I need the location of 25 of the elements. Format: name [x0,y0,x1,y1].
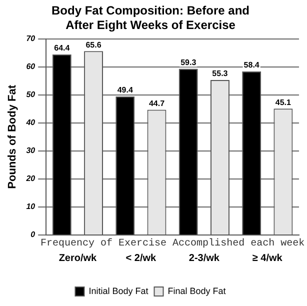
data-label: 45.1 [275,98,292,107]
legend-label: Initial Body Fat [88,286,149,296]
y-axis-title: Pounds of Body Fat [6,84,19,189]
x-tick-label: 2-3/wk [188,252,220,264]
data-label: 49.4 [117,86,134,95]
x-tick-label: Zero/wk [58,252,98,264]
data-label: 44.7 [148,98,166,108]
x-axis-title: Frequency of Exercise Accomplished each week [40,238,305,250]
y-tick-label: 40 [25,118,36,128]
data-label: 59.3 [180,58,197,67]
y-tick-label: 10 [26,202,36,212]
y-tick-label: 30 [26,146,36,156]
y-tick-label: 0 [30,230,36,240]
y-tick-label: 60 [26,62,36,72]
legend-label: Final Body Fat [168,286,226,296]
data-label: 55.3 [212,69,228,78]
y-tick-label: 20 [25,174,36,184]
y-tick-label: 70 [26,34,36,44]
chart-title: Body Fat Composition: Before and After Eight Weeks of Exercise [52,4,250,32]
data-label: 64.4 [54,44,70,53]
data-label: 65.6 [86,40,102,50]
data-label: 58.4 [244,60,260,70]
x-tick-label: < 2/wk [126,252,157,264]
y-tick-label: 50 [26,90,36,100]
x-tick-label: ≥ 4/wk [252,252,283,264]
